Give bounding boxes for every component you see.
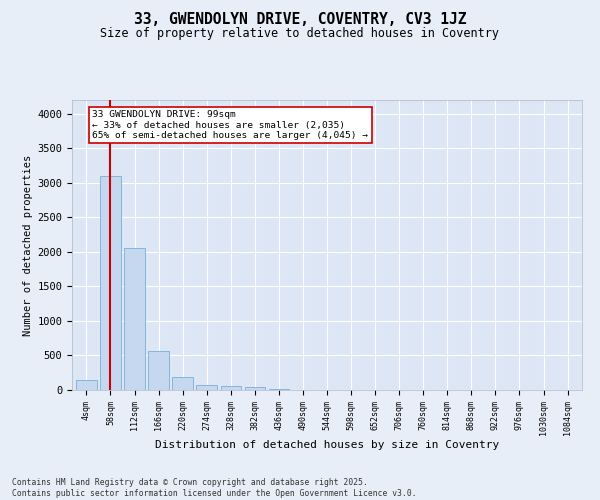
Text: 33 GWENDOLYN DRIVE: 99sqm
← 33% of detached houses are smaller (2,035)
65% of se: 33 GWENDOLYN DRIVE: 99sqm ← 33% of detac… xyxy=(92,110,368,140)
Bar xyxy=(245,386,265,390)
Bar xyxy=(221,386,241,390)
Bar xyxy=(148,350,169,390)
Bar xyxy=(100,176,121,390)
Bar xyxy=(196,385,217,390)
X-axis label: Distribution of detached houses by size in Coventry: Distribution of detached houses by size … xyxy=(155,440,499,450)
Y-axis label: Number of detached properties: Number of detached properties xyxy=(23,154,33,336)
Text: Size of property relative to detached houses in Coventry: Size of property relative to detached ho… xyxy=(101,28,499,40)
Bar xyxy=(124,248,145,390)
Bar xyxy=(269,388,289,390)
Text: 33, GWENDOLYN DRIVE, COVENTRY, CV3 1JZ: 33, GWENDOLYN DRIVE, COVENTRY, CV3 1JZ xyxy=(134,12,466,28)
Text: Contains HM Land Registry data © Crown copyright and database right 2025.
Contai: Contains HM Land Registry data © Crown c… xyxy=(12,478,416,498)
Bar xyxy=(76,380,97,390)
Bar xyxy=(172,377,193,390)
